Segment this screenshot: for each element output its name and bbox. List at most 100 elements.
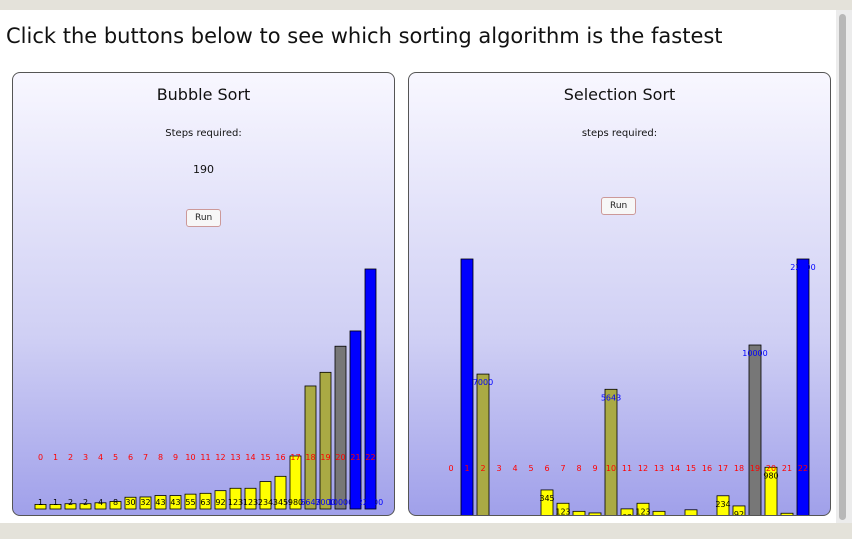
bubble-bar bbox=[319, 371, 332, 510]
bubble-index-label: 22 bbox=[365, 453, 375, 462]
bubble-value-label: 345 bbox=[273, 498, 288, 507]
bubble-sort-chart: 0111223244586307328439431055116312921312… bbox=[34, 268, 383, 510]
selection-index-label: 18 bbox=[734, 464, 744, 473]
selection-value-label: 234 bbox=[715, 500, 730, 509]
selection-value-label: 22000 bbox=[790, 263, 815, 272]
bubble-value-label: 43 bbox=[170, 498, 180, 507]
selection-sort-panel: Selection Sort steps required: Run 0 1 12 7… bbox=[408, 72, 831, 516]
bubble-bar bbox=[289, 455, 302, 510]
selection-bar bbox=[748, 344, 762, 515]
selection-run-button[interactable]: Run bbox=[601, 197, 637, 215]
selection-bar bbox=[684, 509, 698, 515]
bubble-index-label: 20 bbox=[335, 453, 345, 462]
selection-index-label: 14 bbox=[670, 464, 680, 473]
selection-index-label: 1 bbox=[464, 464, 469, 473]
selection-index-label: 21 bbox=[782, 464, 792, 473]
bubble-index-label: 2 bbox=[68, 453, 73, 462]
selection-sort-chart: 0112700034425863457123843932105643116312… bbox=[448, 258, 816, 515]
bubble-bar bbox=[49, 504, 62, 510]
bubble-value-label: 63 bbox=[200, 498, 210, 507]
selection-bar bbox=[588, 512, 602, 515]
vertical-scrollbar[interactable] bbox=[836, 10, 852, 523]
selection-index-label: 17 bbox=[718, 464, 728, 473]
bubble-bar bbox=[34, 504, 47, 510]
selection-bar bbox=[556, 502, 570, 515]
selection-bar bbox=[572, 510, 586, 515]
bubble-index-label: 6 bbox=[128, 453, 133, 462]
bubble-bar bbox=[259, 481, 272, 510]
selection-bar bbox=[540, 489, 554, 515]
selection-sort-title: Selection Sort bbox=[563, 85, 676, 104]
bubble-bar bbox=[214, 490, 227, 510]
selection-value-label: 63 bbox=[622, 513, 632, 515]
selection-index-label: 4 bbox=[512, 464, 517, 473]
selection-value-label: 10000 bbox=[742, 349, 767, 358]
bubble-index-label: 16 bbox=[275, 453, 285, 462]
bubble-index-label: 15 bbox=[260, 453, 270, 462]
bubble-index-label: 12 bbox=[215, 453, 225, 462]
selection-index-label: 2 bbox=[480, 464, 485, 473]
bubble-value-label: 1 bbox=[38, 498, 43, 507]
selection-bar bbox=[732, 505, 746, 515]
bubble-value-label: 92 bbox=[215, 498, 225, 507]
bubble-value-label: 43 bbox=[155, 498, 165, 507]
selection-index-label: 15 bbox=[686, 464, 696, 473]
selection-value-label: 123 bbox=[635, 507, 650, 515]
bubble-value-label: 2 bbox=[68, 498, 73, 507]
bubble-index-label: 9 bbox=[173, 453, 178, 462]
bubble-bar bbox=[199, 492, 212, 510]
selection-index-label: 9 bbox=[592, 464, 597, 473]
bubble-index-label: 3 bbox=[83, 453, 88, 462]
selection-bar bbox=[796, 258, 810, 515]
bubble-value-label: 32 bbox=[140, 498, 150, 507]
bubble-value-label: 22000 bbox=[358, 498, 383, 507]
selection-bar bbox=[476, 373, 490, 515]
bubble-steps-label: Steps required: bbox=[165, 128, 242, 139]
bubble-index-label: 4 bbox=[98, 453, 103, 462]
selection-index-label: 5 bbox=[528, 464, 533, 473]
selection-value-label: 980 bbox=[763, 471, 778, 480]
selection-index-label: 3 bbox=[496, 464, 501, 473]
selection-bar bbox=[764, 466, 778, 515]
selection-bar bbox=[460, 258, 474, 515]
bubble-index-label: 1 bbox=[53, 453, 58, 462]
bubble-bar bbox=[334, 345, 347, 510]
bubble-index-label: 5 bbox=[113, 453, 118, 462]
bubble-value-label: 7000 bbox=[315, 498, 335, 507]
selection-value-label: 92 bbox=[734, 510, 744, 515]
page-heading: Click the buttons below to see which sor… bbox=[6, 24, 723, 48]
bubble-bar bbox=[94, 502, 107, 510]
bubble-index-label: 17 bbox=[290, 453, 300, 462]
selection-value-label: 345 bbox=[539, 494, 554, 503]
bubble-value-label: 10000 bbox=[328, 498, 353, 507]
selection-index-label: 22 bbox=[798, 464, 808, 473]
bubble-bar bbox=[154, 495, 167, 510]
scrollbar-thumb[interactable] bbox=[839, 14, 846, 520]
bubble-index-label: 14 bbox=[245, 453, 255, 462]
selection-index-label: 7 bbox=[560, 464, 565, 473]
bubble-value-label: 980 bbox=[288, 498, 303, 507]
bubble-bar bbox=[304, 385, 317, 510]
selection-index-label: 0 bbox=[448, 464, 453, 473]
selection-bar bbox=[604, 388, 618, 515]
selection-bar bbox=[652, 510, 666, 515]
bubble-index-label: 11 bbox=[200, 453, 210, 462]
bubble-run-button[interactable]: Run bbox=[186, 209, 222, 227]
bubble-value-label: 234 bbox=[258, 498, 273, 507]
app-frame: Click the buttons below to see which sor… bbox=[0, 10, 836, 523]
bubble-bar bbox=[364, 268, 377, 510]
bubble-index-label: 19 bbox=[320, 453, 330, 462]
bubble-bar bbox=[139, 496, 152, 510]
selection-steps-label: steps required: bbox=[581, 128, 658, 139]
selection-index-label: 20 bbox=[766, 464, 776, 473]
selection-index-label: 12 bbox=[638, 464, 648, 473]
bubble-value-label: 30 bbox=[125, 498, 135, 507]
bubble-bar bbox=[109, 501, 122, 510]
bubble-bar bbox=[79, 503, 92, 510]
selection-index-label: 16 bbox=[702, 464, 712, 473]
selection-bar bbox=[780, 512, 794, 515]
selection-index-label: 10 bbox=[606, 464, 616, 473]
bubble-sort-title: Bubble Sort bbox=[156, 85, 251, 104]
bubble-index-label: 13 bbox=[230, 453, 240, 462]
